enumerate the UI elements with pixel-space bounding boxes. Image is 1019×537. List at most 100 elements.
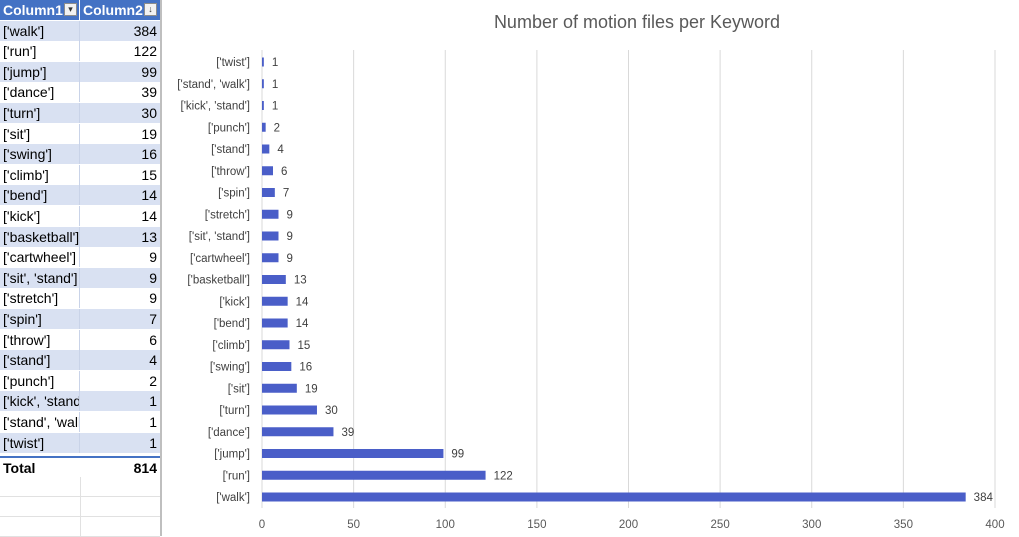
table-row[interactable]: ['basketball'] 13 [0, 226, 160, 247]
table-row[interactable]: ['cartwheel'] 9 [0, 247, 160, 268]
bar[interactable] [262, 231, 279, 241]
bar[interactable] [262, 79, 264, 89]
keyword-cell[interactable]: ['stand'] [0, 350, 80, 371]
count-cell[interactable]: 9 [149, 290, 157, 307]
count-cell[interactable]: 1 [149, 393, 157, 410]
count-cell[interactable]: 19 [141, 125, 157, 142]
table-row[interactable]: ['throw'] 6 [0, 329, 160, 350]
table-row[interactable]: ['stand'] 4 [0, 350, 160, 371]
table-row[interactable]: ['punch'] 2 [0, 370, 160, 391]
keyword-cell[interactable]: ['sit', 'stand'] [0, 267, 80, 288]
table-row[interactable]: ['kick', 'stand'] 1 [0, 391, 160, 412]
bar[interactable] [262, 318, 288, 328]
count-cell[interactable]: 7 [149, 311, 157, 327]
keyword-cell[interactable]: ['swing'] [0, 144, 80, 165]
keyword-cell[interactable]: ['twist'] [0, 432, 80, 453]
count-cell[interactable]: 122 [133, 43, 157, 60]
count-cell[interactable]: 9 [149, 269, 157, 286]
bar[interactable] [262, 340, 290, 350]
table-row[interactable]: ['walk'] 384 [0, 20, 160, 41]
count-cell[interactable]: 16 [141, 146, 157, 163]
table-row[interactable]: ['stand', 'walk'] 1 [0, 412, 160, 432]
category-label: ['turn'] [219, 405, 250, 417]
empty-grid-row[interactable] [0, 516, 160, 537]
keyword-cell[interactable]: ['turn'] [0, 103, 80, 123]
x-tick-label: 150 [527, 519, 546, 531]
bar[interactable] [262, 122, 266, 132]
keyword-cell[interactable]: ['sit'] [0, 123, 80, 144]
bar[interactable] [262, 101, 264, 110]
total-row[interactable]: Total 814 [0, 456, 160, 478]
bar[interactable] [262, 470, 486, 480]
count-cell[interactable]: 99 [141, 63, 157, 80]
keyword-cell[interactable]: ['basketball'] [0, 226, 80, 247]
bar[interactable] [262, 383, 297, 393]
count-cell[interactable]: 30 [141, 105, 157, 121]
empty-grid-row[interactable] [0, 476, 160, 497]
filter-dropdown-icon[interactable]: ▾ [64, 3, 77, 16]
table-row[interactable]: ['stretch'] 9 [0, 288, 160, 309]
sort-descending-icon[interactable]: ↓ [144, 3, 157, 16]
keyword-cell[interactable]: ['punch'] [0, 370, 80, 391]
table-row[interactable]: ['swing'] 16 [0, 144, 160, 165]
keyword-cell[interactable]: ['kick', 'stand'] [0, 391, 80, 412]
total-label[interactable]: Total [3, 460, 36, 477]
table-row[interactable]: ['kick'] 14 [0, 206, 160, 226]
table-row[interactable]: ['climb'] 15 [0, 164, 160, 185]
bar[interactable] [262, 144, 270, 154]
count-cell[interactable]: 1 [149, 434, 157, 451]
table-row[interactable]: ['bend'] 14 [0, 185, 160, 206]
count-cell[interactable]: 2 [149, 372, 157, 389]
keyword-cell[interactable]: ['cartwheel'] [0, 247, 80, 268]
keyword-cell[interactable]: ['bend'] [0, 185, 80, 206]
keyword-cell[interactable]: ['throw'] [0, 329, 80, 350]
data-label: 384 [974, 492, 994, 504]
bar[interactable] [262, 449, 444, 458]
total-value[interactable]: 814 [133, 460, 157, 477]
bar[interactable] [262, 492, 966, 502]
table-row[interactable]: ['jump'] 99 [0, 61, 160, 82]
bar[interactable] [262, 296, 288, 306]
x-tick-label: 300 [802, 519, 821, 531]
count-cell[interactable]: 4 [149, 352, 157, 369]
bar[interactable] [262, 188, 275, 197]
count-cell[interactable]: 9 [149, 249, 157, 266]
empty-grid-row[interactable] [0, 496, 160, 517]
keyword-cell[interactable]: ['kick'] [0, 206, 80, 226]
count-cell[interactable]: 1 [149, 414, 157, 430]
category-label: ['stretch'] [205, 209, 250, 221]
keyword-cell[interactable]: ['walk'] [0, 20, 80, 41]
table-row[interactable]: ['spin'] 7 [0, 309, 160, 329]
table-row[interactable]: ['turn'] 30 [0, 103, 160, 123]
column2-header[interactable]: Column2 [83, 2, 143, 18]
count-cell[interactable]: 39 [141, 84, 157, 101]
count-cell[interactable]: 14 [141, 187, 157, 204]
bar[interactable] [262, 427, 334, 437]
bar[interactable] [262, 405, 317, 415]
bar[interactable] [262, 253, 279, 263]
table-row[interactable]: ['sit'] 19 [0, 123, 160, 144]
count-cell[interactable]: 384 [133, 22, 157, 39]
bar[interactable] [262, 275, 286, 284]
keyword-cell[interactable]: ['run'] [0, 41, 80, 62]
keyword-cell[interactable]: ['stand', 'walk'] [0, 412, 80, 432]
keyword-cell[interactable]: ['stretch'] [0, 288, 80, 309]
count-cell[interactable]: 15 [141, 166, 157, 183]
table-row[interactable]: ['twist'] 1 [0, 432, 160, 453]
bar[interactable] [262, 166, 273, 176]
count-cell[interactable]: 14 [141, 208, 157, 224]
keyword-cell[interactable]: ['climb'] [0, 164, 80, 185]
table-row[interactable]: ['run'] 122 [0, 41, 160, 62]
keyword-cell[interactable]: ['dance'] [0, 82, 80, 103]
table-row[interactable]: ['dance'] 39 [0, 82, 160, 103]
bar[interactable] [262, 57, 264, 67]
count-cell[interactable]: 13 [141, 228, 157, 245]
keyword-cell[interactable]: ['jump'] [0, 61, 80, 82]
bar[interactable] [262, 209, 279, 219]
table-row[interactable]: ['sit', 'stand'] 9 [0, 267, 160, 288]
bar[interactable] [262, 362, 292, 371]
keyword-cell[interactable]: ['spin'] [0, 309, 80, 329]
count-cell[interactable]: 6 [149, 331, 157, 348]
x-tick-label: 50 [347, 519, 360, 531]
column1-header[interactable]: Column1 [0, 0, 80, 20]
